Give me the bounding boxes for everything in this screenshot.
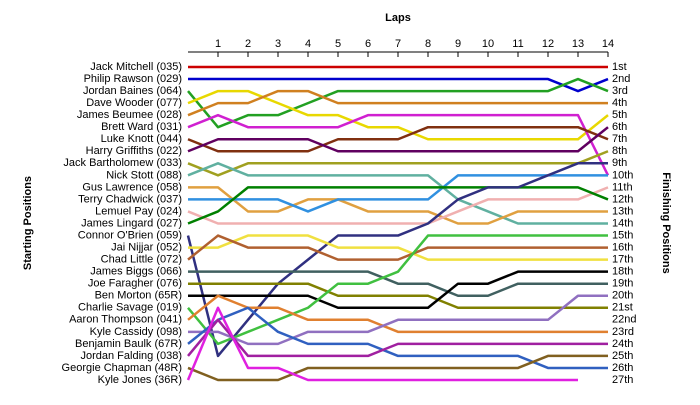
driver-line [188,270,608,297]
driver-line [187,89,608,117]
starting-label: Charlie Savage (019) [78,302,182,314]
starting-label: Nick Stott (088) [106,169,182,181]
y2-axis-title: Finishing Positions [660,172,672,273]
driver-line [187,89,609,141]
finishing-label: 5th [612,109,627,121]
driver-line [187,77,609,129]
finishing-label: 4th [612,97,627,109]
finishing-label: 16th [612,241,633,253]
driver-line [188,174,608,213]
finishing-label: 7th [612,133,627,145]
x-tick-label: 5 [335,38,341,50]
starting-label: Luke Knott (044) [101,133,182,145]
x-tick-label: 13 [572,38,584,50]
driver-line [188,186,608,225]
x-tick-label: 3 [275,38,281,50]
driver-line [187,162,608,225]
y-axis-title: Starting Positions [22,176,34,270]
x-tick-label: 10 [482,38,494,50]
starting-label: Harry Griffiths (022) [86,145,182,157]
driver-line [188,234,608,261]
starting-label: Georgie Chapman (48R) [62,362,182,374]
finishing-label: 2nd [612,73,630,85]
starting-label: Brett Ward (031) [101,121,182,133]
x-tick-label: 14 [602,38,614,50]
x-axis-title: Laps [385,12,411,24]
starting-label: Jack Mitchell (035) [90,61,182,73]
driver-line [187,150,609,177]
finishing-label: 10th [612,169,633,181]
driver-line [188,294,608,346]
starting-label: Aaron Thompson (041) [69,314,182,326]
x-tick-label: 2 [245,38,251,50]
finishing-label: 15th [612,229,633,241]
finishing-label: 11th [612,181,633,193]
x-tick-label: 6 [365,38,371,50]
finishing-label: 26th [612,362,633,374]
x-tick-label: 12 [542,38,554,50]
driver-line [187,125,609,153]
starting-label: Philip Rawson (029) [84,73,182,85]
finishing-label: 17th [612,254,633,266]
finishing-label: 24th [612,338,633,350]
finishing-label: 25th [612,350,633,362]
x-tick-label: 8 [425,38,431,50]
starting-label: Jack Bartholomew (033) [63,157,182,169]
starting-label: Chad Little (072) [101,254,182,266]
starting-label: Lemuel Pay (024) [95,205,182,217]
x-tick-label: 4 [305,38,311,50]
driver-line [187,234,608,261]
x-tick-label: 1 [215,38,221,50]
finishing-label: 12th [612,193,633,205]
starting-label: Gus Lawrence (058) [82,181,182,193]
finishing-label: 22nd [612,314,636,326]
driver-line [188,282,608,310]
driver-line [186,306,578,382]
starting-label: Terry Chadwick (037) [78,193,182,205]
starting-label: Connor O'Brien (059) [78,229,182,241]
driver-line [187,354,608,382]
finishing-label: 23rd [612,326,634,338]
starting-label: James Biggs (066) [90,266,182,278]
driver-line [188,270,608,310]
finishing-label: 18th [612,266,633,278]
finishing-label: 21st [612,302,633,314]
driver-line [187,186,609,225]
driver-line [187,234,608,346]
finishing-label: 3rd [612,85,628,97]
starting-label: James Beumee (028) [77,109,182,121]
finishing-label: 14th [612,217,633,229]
starting-label: Benjamin Baulk (67R) [75,338,182,350]
starting-label: Jordan Falding (038) [80,350,182,362]
driver-line [187,294,608,334]
starting-label: Dave Wooder (077) [86,97,182,109]
starting-label: Ben Morton (65R) [95,290,182,302]
driver-line [187,126,609,153]
driver-line [187,318,608,358]
finishing-label: 6th [612,121,627,133]
starting-label: Joe Faragher (076) [88,278,182,290]
driver-line [188,77,609,93]
starting-label: Jordan Baines (064) [83,85,182,97]
driver-line [187,113,610,176]
driver-line [187,186,609,225]
finishing-label: 1st [612,61,627,73]
driver-line [187,306,608,370]
starting-label: James Lingard (027) [81,217,182,229]
finishing-label: 8th [612,145,627,157]
finishing-label: 9th [612,157,627,169]
starting-label: Kyle Cassidy (098) [90,326,182,338]
finishing-label: 27th [612,374,633,386]
x-tick-label: 7 [395,38,401,50]
x-tick-label: 9 [455,38,461,50]
finishing-label: 13th [612,205,633,217]
finishing-label: 20th [612,290,633,302]
starting-label: Kyle Jones (36R) [98,374,182,386]
x-tick-label: 11 [512,38,523,50]
finishing-label: 19th [612,278,633,290]
starting-label: Jai Nijjar (052) [111,241,182,253]
